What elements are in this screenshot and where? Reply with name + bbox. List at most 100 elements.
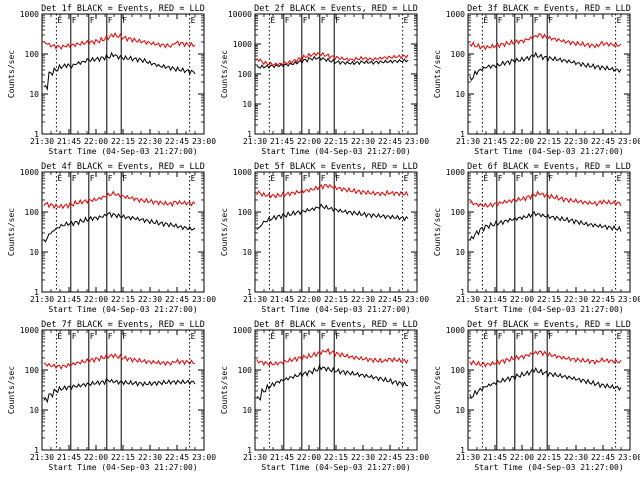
x-tick-label: 21:30 (243, 295, 267, 304)
lld-series-line (256, 51, 409, 67)
x-tick-label: 22:00 (84, 453, 108, 462)
detector-panel: Det 1f BLACK = Events, RED = LLD Counts/s… (7, 4, 216, 156)
y-tick-label: 10 (29, 90, 39, 99)
y-axis-label: Counts/sec (7, 50, 16, 98)
detector-panel: Det 9f BLACK = Events, RED = LLD Counts/s… (433, 320, 640, 472)
lld-series-line (469, 350, 622, 368)
y-axis-label: Counts/sec (433, 208, 442, 256)
plot-frame (467, 171, 631, 293)
events-series-line (43, 211, 196, 243)
marker-flag-label: F (122, 16, 127, 25)
panel-title: Det 2f BLACK = Events, RED = LLD (254, 4, 418, 14)
detector-panel: Det 7f BLACK = Events, RED = LLD Counts/s… (7, 320, 216, 472)
panel-title: Det 4f BLACK = Events, RED = LLD (41, 162, 205, 172)
marker-flag-label: E (57, 332, 62, 341)
marker-flag-label: F (285, 332, 290, 341)
x-tick-label: 22:15 (537, 295, 561, 304)
x-tick-label: 21:45 (57, 137, 81, 146)
x-tick-label: 22:30 (138, 137, 162, 146)
x-tick-label: 21:30 (30, 137, 54, 146)
marker-flag-label: F (516, 16, 521, 25)
marker-flag-label: F (72, 16, 77, 25)
y-tick-label: 1000 (233, 40, 252, 49)
marker-flag-label: F (335, 16, 340, 25)
marker-flag-label: E (404, 174, 409, 183)
marker-flag-label: F (335, 174, 340, 183)
marker-flag-label: F (498, 174, 503, 183)
y-tick-label: 1000 (20, 10, 39, 19)
y-tick-label: 10 (455, 90, 465, 99)
x-tick-label: 22:45 (165, 453, 189, 462)
x-tick-label: 21:30 (30, 453, 54, 462)
marker-flag-label: F (321, 174, 326, 183)
x-tick-label: 23:00 (405, 453, 429, 462)
x-tick-label: 22:00 (84, 295, 108, 304)
plot-frame (467, 13, 631, 135)
x-tick-label: 23:00 (192, 453, 216, 462)
marker-flag-label: F (321, 332, 326, 341)
x-tick-label: 22:15 (537, 137, 561, 146)
events-series-line (43, 51, 196, 92)
y-tick-label: 1 (460, 130, 465, 139)
marker-flag-label: E (191, 16, 196, 25)
y-tick-label: 100 (451, 50, 466, 59)
marker-flag-label: E (270, 332, 275, 341)
x-axis-label: Start Time (04-Sep-03 21:27:00) (474, 463, 623, 472)
marker-flag-label: F (122, 332, 127, 341)
detector-panel: Det 4f BLACK = Events, RED = LLD Counts/s… (7, 162, 216, 314)
detector-panel: Det 8f BLACK = Events, RED = LLD Counts/s… (220, 320, 429, 472)
x-tick-label: 22:30 (351, 137, 375, 146)
panel-title: Det 5f BLACK = Events, RED = LLD (254, 162, 418, 172)
events-series-line (256, 364, 409, 401)
lld-series-line (469, 32, 622, 51)
marker-flag-label: F (303, 174, 308, 183)
marker-flag-label: F (122, 174, 127, 183)
x-tick-label: 23:00 (405, 137, 429, 146)
y-tick-label: 100 (238, 366, 253, 375)
y-axis-label: Counts/sec (220, 208, 229, 256)
marker-flag-label: F (285, 174, 290, 183)
y-tick-label: 1 (34, 446, 39, 455)
x-tick-label: 22:15 (324, 295, 348, 304)
marker-flag-label: E (191, 332, 196, 341)
lld-series-line (256, 347, 409, 367)
y-tick-label: 1000 (20, 326, 39, 335)
y-tick-label: 1000 (233, 168, 252, 177)
x-tick-label: 23:00 (192, 137, 216, 146)
plot-frame (254, 13, 418, 135)
x-tick-label: 22:00 (510, 453, 534, 462)
x-tick-label: 22:00 (84, 137, 108, 146)
x-tick-label: 22:30 (138, 453, 162, 462)
y-axis-label: Counts/sec (433, 366, 442, 414)
x-tick-label: 22:45 (165, 137, 189, 146)
x-tick-label: 22:15 (324, 453, 348, 462)
x-tick-label: 21:30 (30, 295, 54, 304)
marker-flag-label: F (90, 332, 95, 341)
plot-frame (41, 13, 205, 135)
y-tick-label: 1 (460, 446, 465, 455)
y-tick-label: 1 (460, 288, 465, 297)
y-tick-label: 1000 (233, 326, 252, 335)
x-tick-label: 22:15 (111, 295, 135, 304)
y-tick-label: 100 (25, 366, 40, 375)
marker-flag-label: F (516, 174, 521, 183)
events-series-line (469, 51, 622, 82)
x-tick-label: 22:45 (591, 295, 615, 304)
x-axis-label: Start Time (04-Sep-03 21:27:00) (261, 147, 410, 156)
marker-flag-label: F (534, 16, 539, 25)
marker-flag-label: E (404, 332, 409, 341)
plot-frame (41, 329, 205, 451)
detector-panel: Det 6f BLACK = Events, RED = LLD Counts/s… (433, 162, 640, 314)
y-tick-label: 100 (451, 366, 466, 375)
panel-title: Det 6f BLACK = Events, RED = LLD (467, 162, 631, 172)
plot-frame (41, 171, 205, 293)
marker-flag-label: F (548, 16, 553, 25)
marker-flag-label: F (548, 174, 553, 183)
marker-flag-label: E (483, 16, 488, 25)
x-tick-label: 22:30 (564, 453, 588, 462)
x-tick-label: 21:30 (456, 453, 480, 462)
marker-flag-label: F (285, 16, 290, 25)
x-tick-label: 22:30 (351, 295, 375, 304)
x-tick-label: 22:15 (111, 137, 135, 146)
x-tick-label: 23:00 (192, 295, 216, 304)
